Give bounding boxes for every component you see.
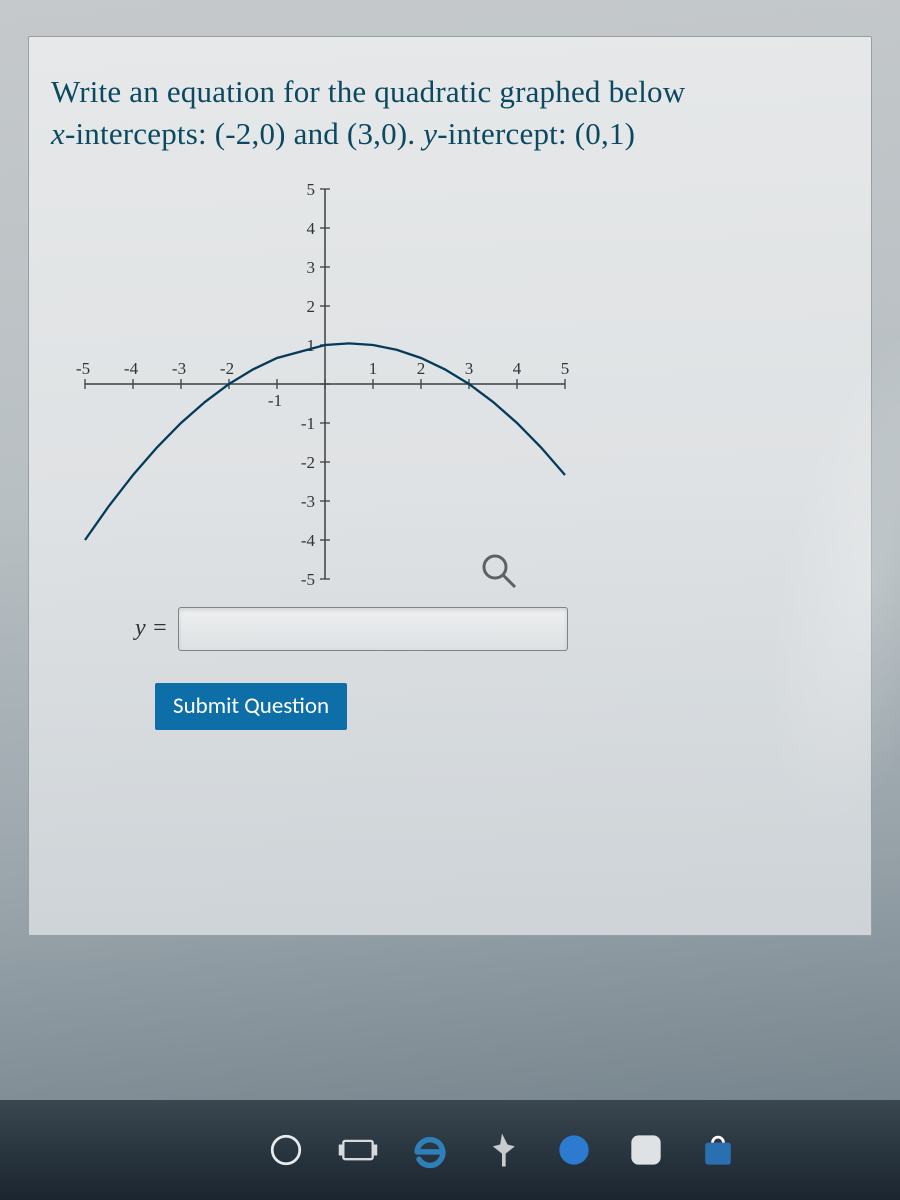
- prompt-text-2b: -intercept: (0,1): [437, 116, 635, 151]
- svg-text:-3: -3: [301, 492, 315, 511]
- svg-text:-3: -3: [172, 359, 186, 378]
- svg-text:3: 3: [307, 258, 316, 277]
- svg-text:5: 5: [307, 180, 316, 199]
- taskbar: [0, 1100, 900, 1200]
- svg-text:-5: -5: [301, 570, 315, 589]
- question-panel: Write an equation for the quadratic grap…: [28, 36, 872, 936]
- svg-text:1: 1: [369, 359, 378, 378]
- svg-text:3: 3: [465, 359, 474, 378]
- svg-text:1: 1: [307, 336, 316, 355]
- store-icon[interactable]: [692, 1124, 744, 1176]
- svg-text:-1: -1: [268, 391, 282, 410]
- svg-text:-4: -4: [124, 359, 139, 378]
- svg-text:-2: -2: [301, 453, 315, 472]
- equation-input[interactable]: [178, 607, 568, 651]
- svg-text:2: 2: [417, 359, 426, 378]
- cortana-icon[interactable]: [260, 1124, 312, 1176]
- prompt-line-2: x-intercepts: (-2,0) and (3,0). y-interc…: [51, 113, 849, 155]
- svg-text:5: 5: [561, 359, 570, 378]
- svg-text:4: 4: [307, 219, 316, 238]
- answer-label: y =: [135, 615, 168, 642]
- chart-svg: -5 -4 -3 -2 -1 1 2 3 4 5 -5 -4 -3 -2 -1 1 2 3 4 5: [65, 169, 585, 599]
- taskview-icon[interactable]: [332, 1124, 384, 1176]
- quadratic-chart: -5 -4 -3 -2 -1 1 2 3 4 5 -5 -4 -3 -2 -1 1 2 3 4 5: [65, 169, 585, 599]
- y-variable: y: [423, 116, 437, 151]
- svg-text:-4: -4: [301, 531, 316, 550]
- svg-text:-2: -2: [220, 359, 234, 378]
- edge-icon[interactable]: [548, 1124, 600, 1176]
- answer-row: y =: [135, 607, 849, 651]
- submit-question-button[interactable]: Submit Question: [155, 683, 347, 730]
- svg-text:-5: -5: [76, 359, 90, 378]
- svg-text:4: 4: [513, 359, 522, 378]
- pin-icon[interactable]: [476, 1124, 528, 1176]
- magnifier-icon: [484, 556, 515, 587]
- edge-legacy-icon[interactable]: [404, 1124, 456, 1176]
- prompt-text-2a: -intercepts: (-2,0) and (3,0).: [65, 116, 423, 151]
- svg-text:2: 2: [307, 297, 316, 316]
- prompt-line-1: Write an equation for the quadratic grap…: [51, 71, 849, 113]
- app-icon[interactable]: [620, 1124, 672, 1176]
- x-variable: x: [51, 116, 65, 151]
- svg-text:-1: -1: [301, 414, 315, 433]
